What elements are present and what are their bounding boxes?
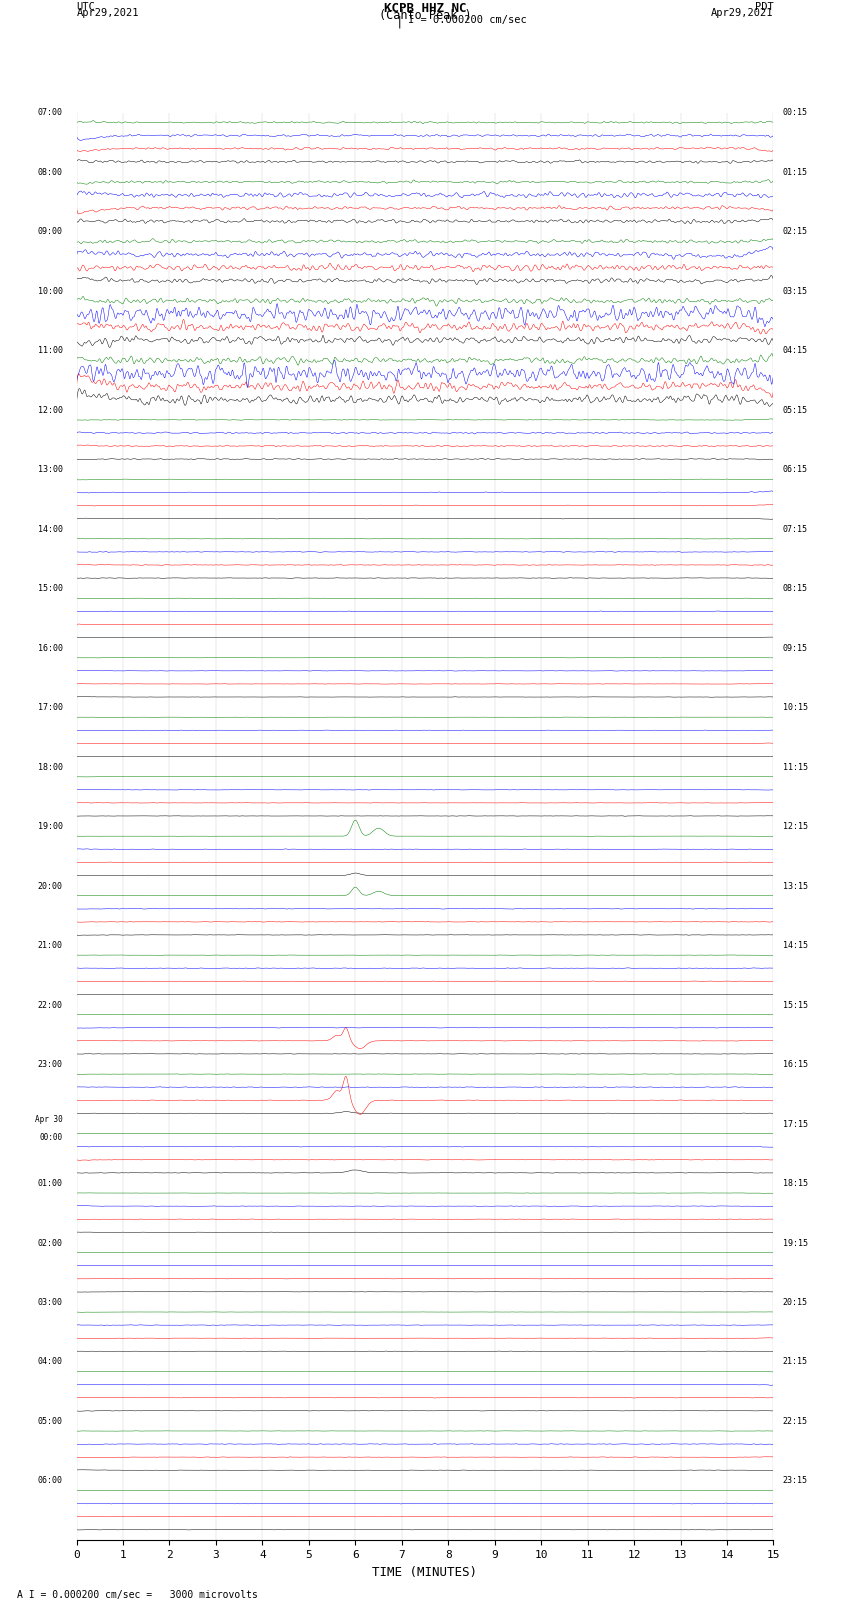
Text: A I = 0.000200 cm/sec =   3000 microvolts: A I = 0.000200 cm/sec = 3000 microvolts <box>17 1590 258 1600</box>
Text: Apr 30: Apr 30 <box>35 1115 63 1124</box>
Text: (Cahto Peak ): (Cahto Peak ) <box>379 10 471 23</box>
Text: 15:15: 15:15 <box>783 1000 808 1010</box>
Text: 18:15: 18:15 <box>783 1179 808 1189</box>
Text: 05:15: 05:15 <box>783 406 808 415</box>
Text: 01:00: 01:00 <box>37 1179 63 1189</box>
Text: 14:00: 14:00 <box>37 524 63 534</box>
Text: 02:00: 02:00 <box>37 1239 63 1247</box>
Text: 21:15: 21:15 <box>783 1358 808 1366</box>
Text: 23:00: 23:00 <box>37 1060 63 1069</box>
Text: 18:00: 18:00 <box>37 763 63 771</box>
Text: 02:15: 02:15 <box>783 227 808 237</box>
Text: 07:00: 07:00 <box>37 108 63 118</box>
Text: 15:00: 15:00 <box>37 584 63 594</box>
Text: 16:00: 16:00 <box>37 644 63 653</box>
Text: 05:00: 05:00 <box>37 1416 63 1426</box>
Text: 03:00: 03:00 <box>37 1298 63 1307</box>
Text: 08:00: 08:00 <box>37 168 63 177</box>
Text: 23:15: 23:15 <box>783 1476 808 1486</box>
Text: 13:15: 13:15 <box>783 882 808 890</box>
Text: Apr29,2021: Apr29,2021 <box>711 8 774 18</box>
Text: 04:00: 04:00 <box>37 1358 63 1366</box>
Text: 19:15: 19:15 <box>783 1239 808 1247</box>
Text: 11:00: 11:00 <box>37 347 63 355</box>
Text: |: | <box>396 16 403 29</box>
Text: UTC: UTC <box>76 3 95 13</box>
Text: 19:00: 19:00 <box>37 823 63 831</box>
Text: 09:00: 09:00 <box>37 227 63 237</box>
Text: 11:15: 11:15 <box>783 763 808 771</box>
Text: 09:15: 09:15 <box>783 644 808 653</box>
Text: 12:00: 12:00 <box>37 406 63 415</box>
Text: Apr29,2021: Apr29,2021 <box>76 8 139 18</box>
Text: 22:15: 22:15 <box>783 1416 808 1426</box>
Text: I = 0.000200 cm/sec: I = 0.000200 cm/sec <box>408 16 527 26</box>
Text: 01:15: 01:15 <box>783 168 808 177</box>
Text: 10:15: 10:15 <box>783 703 808 713</box>
Text: 21:00: 21:00 <box>37 940 63 950</box>
Text: 07:15: 07:15 <box>783 524 808 534</box>
Text: 20:00: 20:00 <box>37 882 63 890</box>
Text: 17:00: 17:00 <box>37 703 63 713</box>
Text: 13:00: 13:00 <box>37 465 63 474</box>
Text: 00:15: 00:15 <box>783 108 808 118</box>
Text: PDT: PDT <box>755 3 774 13</box>
Text: 00:00: 00:00 <box>39 1132 63 1142</box>
Text: 17:15: 17:15 <box>783 1119 808 1129</box>
Text: 22:00: 22:00 <box>37 1000 63 1010</box>
Text: 03:15: 03:15 <box>783 287 808 295</box>
Text: 14:15: 14:15 <box>783 940 808 950</box>
Text: 08:15: 08:15 <box>783 584 808 594</box>
Text: KCPB HHZ NC: KCPB HHZ NC <box>383 3 467 16</box>
Text: 12:15: 12:15 <box>783 823 808 831</box>
Text: 06:00: 06:00 <box>37 1476 63 1486</box>
Text: 16:15: 16:15 <box>783 1060 808 1069</box>
Text: 06:15: 06:15 <box>783 465 808 474</box>
Text: 04:15: 04:15 <box>783 347 808 355</box>
X-axis label: TIME (MINUTES): TIME (MINUTES) <box>372 1566 478 1579</box>
Text: 10:00: 10:00 <box>37 287 63 295</box>
Text: 20:15: 20:15 <box>783 1298 808 1307</box>
